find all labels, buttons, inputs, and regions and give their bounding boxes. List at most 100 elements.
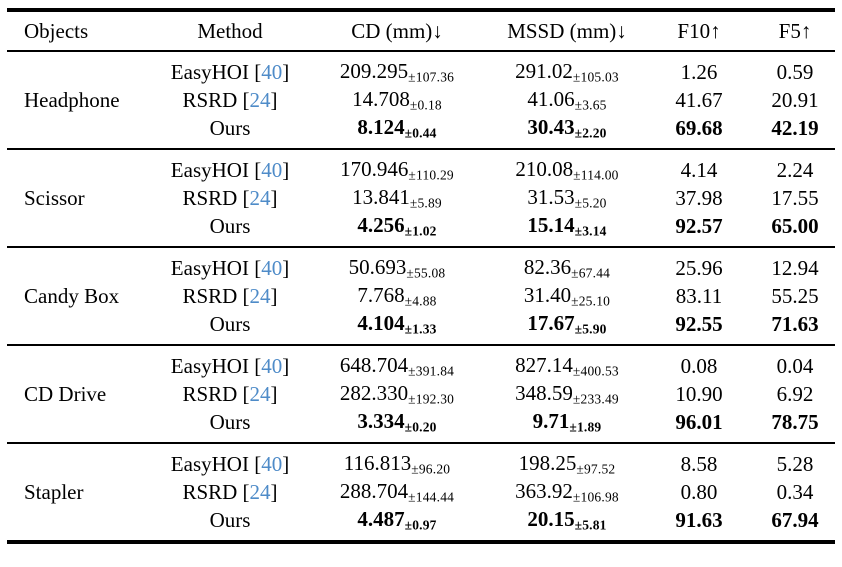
value-main: 50.693 (348, 254, 407, 279)
method-name: RSRD [ (182, 185, 250, 210)
value-std: ±5.20 (574, 195, 607, 211)
header-cd: CD (mm)↓ (351, 18, 443, 43)
citation-link[interactable]: 40 (261, 255, 283, 280)
value-std: ±3.65 (574, 97, 607, 113)
cd-value: 50.693±55.08 (303, 255, 491, 282)
table-row-ours: Ours 8.124±0.44 30.43±2.20 69.68 42.19 (157, 114, 835, 142)
value-main: 648.704 (339, 352, 409, 377)
value-std: ±55.08 (406, 265, 446, 281)
value-std: ±1.02 (404, 223, 437, 239)
value-main: 282.330 (339, 380, 409, 405)
value-main: 41.06 (527, 86, 575, 111)
value-std: ±110.29 (408, 167, 454, 183)
citation-bracket: ] (270, 185, 278, 210)
f5-value: 78.75 (771, 409, 819, 434)
table-row: RSRD [24] 288.704±144.44 363.92±106.98 0… (157, 478, 835, 506)
citation-link[interactable]: 24 (249, 479, 271, 504)
group-rule (7, 442, 835, 444)
method-label: Ours (157, 214, 303, 239)
cd-value: 7.768±4.88 (303, 283, 491, 310)
f5-value: 5.28 (776, 451, 814, 476)
value-std: ±0.44 (404, 125, 437, 141)
method-name: Ours (209, 507, 251, 532)
value-main: 31.53 (527, 184, 575, 209)
method-name: EasyHOI [ (170, 353, 262, 378)
f5-value: 55.25 (771, 283, 819, 308)
mssd-value: 827.14±400.53 (491, 353, 643, 380)
value-main: 348.59 (515, 380, 573, 405)
value-main: 3.334 (357, 408, 405, 433)
value-std: ±105.03 (572, 69, 619, 85)
value-main: 4.256 (357, 212, 405, 237)
citation-link[interactable]: 40 (261, 157, 283, 182)
value-main: 7.768 (357, 282, 405, 307)
method-label: RSRD [24] (157, 284, 303, 309)
citation-link[interactable]: 24 (249, 283, 271, 308)
value-main: 363.92 (515, 478, 573, 503)
method-name: EasyHOI [ (170, 59, 262, 84)
method-name: RSRD [ (182, 283, 250, 308)
results-table: Objects Method CD (mm)↓ MSSD (mm)↓ F10↑ … (7, 8, 835, 544)
citation-link[interactable]: 40 (261, 353, 283, 378)
header-f10: F10↑ (677, 18, 721, 43)
value-main: 288.704 (339, 478, 409, 503)
mssd-value: 30.43±2.20 (491, 115, 643, 142)
method-name: Ours (209, 213, 251, 238)
citation-link[interactable]: 24 (249, 381, 271, 406)
f10-value: 8.58 (680, 451, 718, 476)
f10-value: 92.57 (675, 213, 723, 238)
f5-value: 12.94 (771, 255, 819, 280)
table-row: EasyHOI [40] 170.946±110.29 210.08±114.0… (157, 156, 835, 184)
method-label: RSRD [24] (157, 382, 303, 407)
cd-value: 4.487±0.97 (303, 507, 491, 534)
citation-link[interactable]: 40 (261, 59, 283, 84)
value-std: ±2.20 (574, 125, 607, 141)
value-std: ±192.30 (408, 391, 455, 407)
object-label: Candy Box (24, 283, 120, 308)
value-main: 4.487 (357, 506, 405, 531)
value-main: 13.841 (352, 184, 410, 209)
value-main: 116.813 (343, 450, 412, 475)
mssd-value: 198.25±97.52 (491, 451, 643, 478)
f5-value: 71.63 (771, 311, 819, 336)
method-name: Ours (209, 409, 251, 434)
citation-bracket: ] (270, 87, 278, 112)
method-label: EasyHOI [40] (157, 158, 303, 183)
object-label: Stapler (24, 479, 84, 504)
citation-link[interactable]: 24 (249, 185, 271, 210)
method-label: RSRD [24] (157, 88, 303, 113)
table-row-ours: Ours 4.256±1.02 15.14±3.14 92.57 65.00 (157, 212, 835, 240)
method-name: EasyHOI [ (170, 157, 262, 182)
table-row: RSRD [24] 13.841±5.89 31.53±5.20 37.98 1… (157, 184, 835, 212)
f5-value: 6.92 (776, 381, 814, 406)
value-std: ±97.52 (576, 461, 616, 477)
group-rule (7, 344, 835, 346)
cd-value: 8.124±0.44 (303, 115, 491, 142)
method-label: RSRD [24] (157, 480, 303, 505)
method-label: Ours (157, 508, 303, 533)
method-name: RSRD [ (182, 479, 250, 504)
mssd-value: 31.53±5.20 (491, 185, 643, 212)
table-row: RSRD [24] 282.330±192.30 348.59±233.49 1… (157, 380, 835, 408)
value-std: ±114.00 (573, 167, 619, 183)
mssd-value: 31.40±25.10 (491, 283, 643, 310)
value-main: 170.946 (340, 156, 409, 181)
citation-bracket: ] (270, 283, 278, 308)
citation-link[interactable]: 40 (261, 451, 283, 476)
value-main: 9.71 (532, 408, 570, 433)
f10-value: 10.90 (675, 381, 723, 406)
top-rule (7, 8, 835, 12)
citation-bracket: ] (282, 157, 290, 182)
f5-value: 2.24 (776, 157, 814, 182)
mssd-value: 15.14±3.14 (491, 213, 643, 240)
table-row: RSRD [24] 14.708±0.18 41.06±3.65 41.67 2… (157, 86, 835, 114)
f10-value: 0.08 (680, 353, 718, 378)
value-std: ±0.97 (404, 517, 437, 533)
citation-link[interactable]: 24 (249, 87, 271, 112)
header-f5: F5↑ (778, 18, 812, 43)
value-std: ±96.20 (411, 461, 451, 477)
mssd-value: 348.59±233.49 (491, 381, 643, 408)
method-name: EasyHOI [ (170, 255, 262, 280)
method-label: Ours (157, 116, 303, 141)
value-std: ±107.36 (408, 69, 455, 85)
